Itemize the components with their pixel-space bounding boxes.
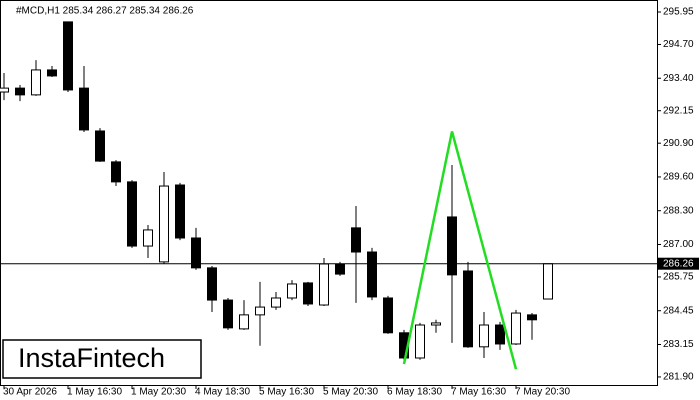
candle-body: [239, 314, 249, 330]
x-tick-label: 30 Apr 2026: [3, 387, 57, 398]
current-price-label: 286.26: [663, 258, 694, 269]
candle-body: [15, 87, 25, 96]
candle-body: [31, 69, 41, 96]
logo-box: [2, 339, 202, 379]
candle-body: [191, 237, 201, 269]
candle-body: [479, 324, 489, 348]
candle-body: [351, 227, 361, 253]
candle-body: [415, 324, 425, 359]
price-label-box: [657, 257, 699, 270]
y-tick-label: 288.30: [663, 205, 694, 216]
x-tick-label: 1 May 16:30: [67, 387, 122, 398]
x-tick-label: 6 May 18:30: [387, 387, 442, 398]
y-tick-label: 292.15: [663, 105, 694, 116]
candle-body: [511, 312, 521, 345]
candle-body: [127, 181, 137, 247]
candle-body: [159, 185, 169, 263]
candle-body: [303, 282, 313, 305]
candle-body: [47, 69, 57, 77]
candle-body: [319, 263, 329, 306]
candle-body: [447, 216, 457, 276]
y-tick-label: 290.90: [663, 138, 694, 149]
y-tick-label: 281.90: [663, 372, 694, 383]
candle-body: [175, 184, 185, 239]
candle-body: [79, 87, 89, 131]
candle-body: [111, 161, 121, 183]
x-tick-label: 4 May 18:30: [195, 387, 250, 398]
x-tick-label: 7 May 20:30: [515, 387, 570, 398]
candle-body: [143, 229, 153, 247]
chart-title: #MCD,H1 285.34 286.27 285.34 286.26: [16, 6, 194, 17]
logo: InstaFintech: [18, 343, 165, 373]
candle-body: [63, 21, 73, 91]
candle-body: [255, 306, 265, 316]
x-tick-label: 5 May 16:30: [259, 387, 314, 398]
candle-body: [383, 297, 393, 334]
candle-body: [527, 314, 537, 321]
candle-body: [207, 267, 217, 301]
candle-body: [495, 324, 505, 345]
candle-body: [367, 251, 377, 298]
y-tick-label: 287.00: [663, 239, 694, 250]
x-tick-label: 7 May 16:30: [451, 387, 506, 398]
candle-body: [271, 297, 281, 308]
candle-body: [223, 299, 233, 329]
candle-body: [287, 283, 297, 299]
x-tick-label: 1 May 20:30: [131, 387, 186, 398]
x-tick-label: 5 May 20:30: [323, 387, 378, 398]
candle-body: [0, 87, 9, 93]
y-tick-label: 284.45: [663, 305, 694, 316]
pattern-line: [402, 131, 518, 370]
candle-body: [431, 322, 441, 326]
y-tick-label: 283.15: [663, 339, 694, 350]
y-tick-label: 294.70: [663, 39, 694, 50]
y-tick-label: 293.40: [663, 73, 694, 84]
y-tick-label: 289.60: [663, 172, 694, 183]
candle-body: [543, 263, 553, 300]
candle-body: [335, 263, 345, 275]
y-tick-label: 285.75: [663, 272, 694, 283]
candle-body: [463, 270, 473, 348]
plot-frame: [0, 0, 658, 386]
candle-body: [95, 130, 105, 162]
y-tick-label: 295.95: [663, 7, 694, 18]
